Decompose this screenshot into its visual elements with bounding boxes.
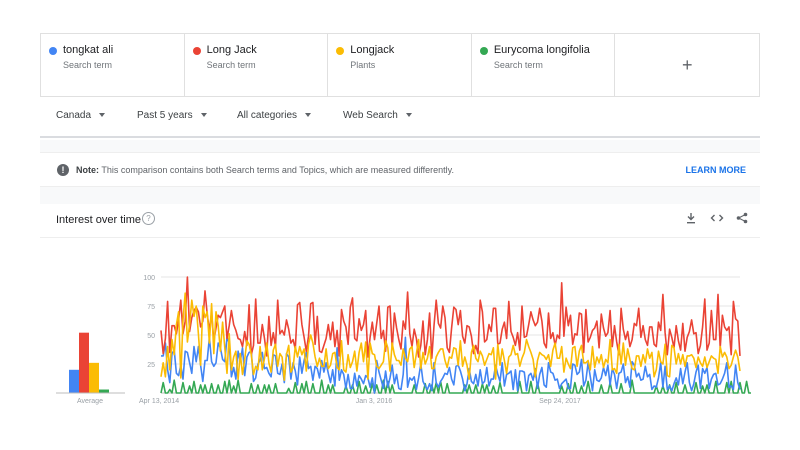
series-color-dot — [192, 47, 201, 55]
card-header-divider — [40, 237, 760, 238]
note-area: ! Note: This comparison contains both Se… — [40, 140, 760, 204]
average-bar — [99, 389, 109, 393]
term-type: Plants — [350, 60, 376, 70]
alert-icon: ! — [57, 164, 69, 176]
series-color-dot — [49, 47, 57, 55]
term-name: Long Jack — [206, 44, 257, 56]
term-type: Search term — [63, 60, 113, 70]
category-dropdown[interactable]: All categories — [237, 110, 312, 121]
add-comparison-button[interactable]: + — [615, 34, 759, 96]
search-property-dropdown[interactable]: Web Search — [343, 110, 412, 121]
series-color-dot — [479, 47, 488, 55]
time-range-label: Past 5 years — [137, 110, 193, 121]
term-name: tongkat ali — [63, 44, 114, 56]
learn-more-link[interactable]: LEARN MORE — [685, 165, 747, 175]
term-type: Search term — [493, 60, 543, 70]
filters-row: Canada Past 5 years All categories Web S… — [40, 104, 760, 132]
series-line — [160, 276, 741, 359]
compare-terms-bar: tongkat ali Search term Long Jack Search… — [40, 33, 760, 97]
help-icon[interactable]: ? — [142, 212, 155, 225]
y-tick-label: 25 — [147, 362, 155, 369]
filters-divider — [40, 136, 760, 138]
interest-over-time-card: Interest over time ? 25 50 75 100 Average Apr… — [40, 204, 760, 416]
series-line — [160, 379, 751, 394]
plus-icon: + — [681, 55, 693, 75]
y-tick-label: 100 — [143, 275, 155, 282]
embed-icon[interactable] — [710, 212, 724, 226]
note-message: This comparison contains both Search ter… — [101, 165, 455, 175]
term-card-long-jack[interactable]: Long Jack Search term — [185, 34, 329, 96]
interest-chart[interactable]: 25 50 75 100 Average Apr 13, 2014 Jan 3, 2016 S… — [40, 204, 760, 416]
series-color-dot — [336, 47, 345, 55]
category-label: All categories — [237, 110, 298, 121]
caret-down-icon — [305, 113, 312, 118]
average-label: Average — [77, 398, 103, 405]
search-property-label: Web Search — [343, 110, 398, 121]
x-tick-label: Apr 13, 2014 — [139, 398, 179, 405]
term-name: Longjack — [350, 44, 395, 56]
term-card-tongkat-ali[interactable]: tongkat ali Search term — [41, 34, 185, 96]
region-label: Canada — [56, 110, 92, 121]
note-label: Note: — [76, 165, 99, 175]
x-tick-label: Jan 3, 2016 — [356, 398, 393, 405]
term-name: Eurycoma longifolia — [493, 44, 590, 56]
average-bar — [79, 332, 89, 393]
share-icon[interactable] — [735, 212, 749, 226]
caret-down-icon — [200, 113, 207, 118]
average-bar — [69, 369, 79, 393]
region-dropdown[interactable]: Canada — [56, 110, 106, 121]
term-card-longjack[interactable]: Longjack Plants — [328, 34, 472, 96]
caret-down-icon — [405, 113, 412, 118]
y-tick-label: 75 — [147, 304, 155, 311]
note-text: Note: This comparison contains both Sear… — [76, 165, 454, 175]
card-title: Interest over time — [56, 214, 141, 226]
y-tick-label: 50 — [147, 333, 155, 340]
term-type: Search term — [206, 60, 256, 70]
note-banner: ! Note: This comparison contains both Se… — [40, 152, 760, 187]
download-icon[interactable] — [684, 212, 698, 226]
term-card-eurycoma-longifolia[interactable]: Eurycoma longifolia Search term — [472, 34, 616, 96]
caret-down-icon — [99, 113, 106, 118]
average-bar — [89, 362, 99, 393]
x-tick-label: Sep 24, 2017 — [539, 398, 581, 405]
series-line — [160, 292, 741, 381]
time-range-dropdown[interactable]: Past 5 years — [137, 110, 207, 121]
